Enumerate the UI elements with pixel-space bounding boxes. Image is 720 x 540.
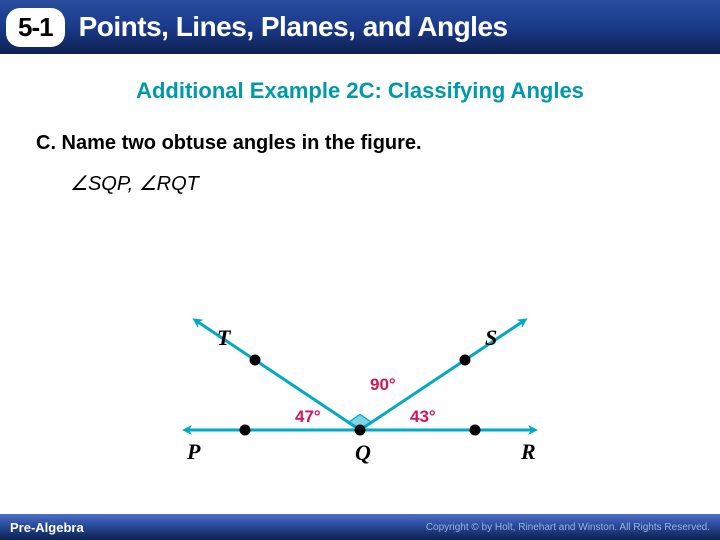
header-bar: 5-1 Points, Lines, Planes, and Angles [0, 0, 720, 54]
angle-symbol-1: ∠ [70, 173, 88, 195]
question-prompt: C. Name two obtuse angles in the figure. [36, 132, 720, 155]
label-r: R [521, 439, 536, 465]
label-s: S [485, 325, 497, 351]
label-q: Q [355, 440, 371, 466]
label-p: P [187, 439, 200, 465]
footer-left: Pre-Algebra [10, 520, 84, 535]
point-q [355, 425, 366, 436]
angle-symbol-2: ∠ [139, 173, 157, 195]
answer-part-2: RQT [157, 173, 199, 195]
angle-label-1: 43° [410, 407, 436, 427]
label-t: T [217, 325, 230, 351]
answer-part-1: SQP, [88, 173, 139, 195]
answer-text: ∠SQP, ∠RQT [70, 171, 720, 196]
point-r [470, 425, 481, 436]
point-t [250, 355, 261, 366]
angle-label-2: 90° [370, 375, 396, 395]
subtitle: Additional Example 2C: Classifying Angle… [0, 78, 720, 104]
geometry-figure: R P S T Q 47° 43° 90° [175, 285, 545, 475]
angle-label-0: 47° [295, 407, 321, 427]
point-p [240, 425, 251, 436]
section-badge: 5-1 [6, 8, 65, 47]
footer-right: Copyright © by Holt, Rinehart and Winsto… [426, 522, 710, 533]
header-title: Points, Lines, Planes, and Angles [79, 11, 508, 43]
point-s [460, 355, 471, 366]
footer-bar: Pre-Algebra Copyright © by Holt, Rinehar… [0, 514, 720, 540]
